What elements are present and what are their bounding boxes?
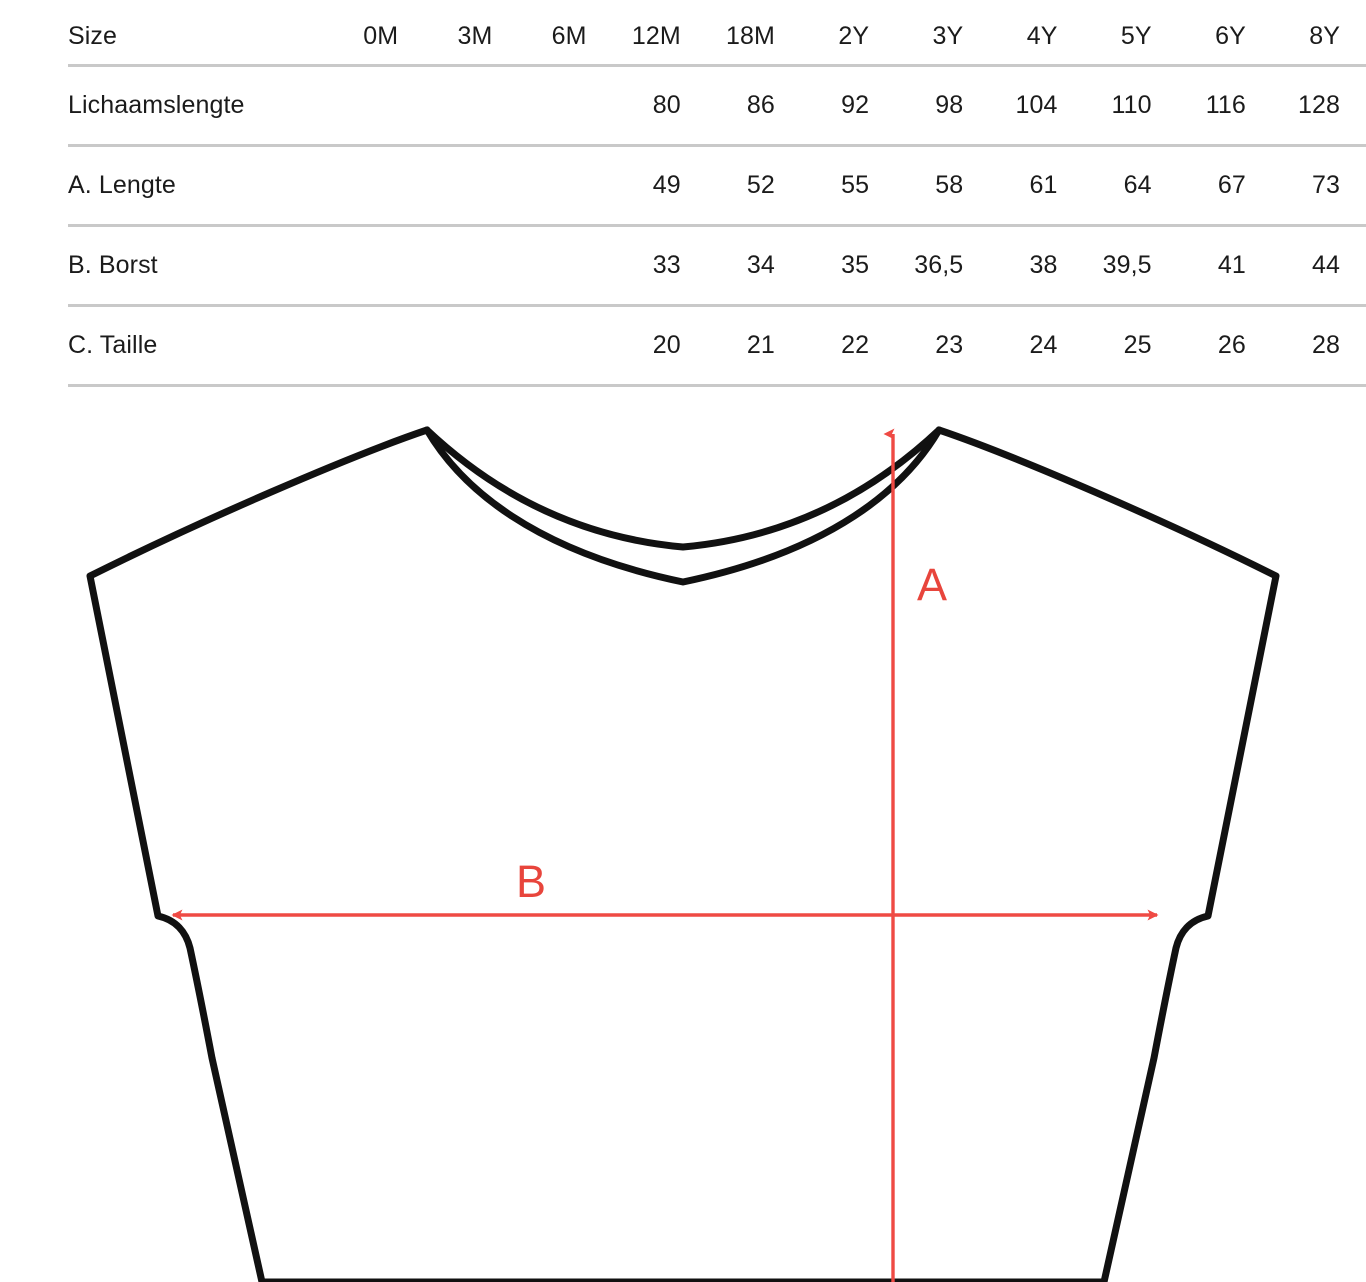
cell-b-borst-6y: 41 (1217, 251, 1246, 279)
cell-a-lengte-6y: 67 (1217, 171, 1246, 199)
cell-b-borst-3m (398, 226, 492, 306)
column-header-12m: 12M (631, 21, 681, 50)
cell-b-borst-3y: 36,5 (914, 251, 964, 279)
dimension-label-a: A (917, 559, 947, 610)
cell-lichaamslengte-2y: 92 (841, 91, 870, 119)
cell-a-lengte-6m (492, 146, 586, 226)
cell-b-borst-5y: 39,5 (1102, 251, 1152, 279)
size-table: Size 0M 3M 6M 12M 18M 2Y 3Y 4Y 5Y 6Y 8Y … (68, 8, 1366, 387)
column-header-4y: 4Y (1026, 21, 1058, 50)
cell-c-taille-6m (492, 306, 586, 386)
cell-c-taille-10y: 30 (1340, 306, 1366, 386)
cell-c-taille-0m (304, 306, 398, 386)
cell-c-taille-4y: 24 (1029, 331, 1058, 359)
row-label-a-lengte: A. Lengte (68, 171, 176, 199)
column-header-3m: 3M (457, 21, 493, 50)
cell-lichaamslengte-8y: 128 (1298, 91, 1341, 119)
collar-line-path (423, 426, 943, 551)
cell-c-taille-5y: 25 (1123, 331, 1152, 359)
cell-lichaamslengte-3m (398, 66, 492, 146)
cell-b-borst-10y: 47 (1340, 226, 1366, 306)
column-header-6y: 6Y (1215, 21, 1246, 50)
column-header-6m: 6M (551, 21, 587, 50)
cell-b-borst-2y: 35 (841, 251, 870, 279)
cell-c-taille-18m: 21 (746, 331, 775, 359)
size-table-body: Lichaamslengte 80 86 92 98 104 110 116 1… (68, 66, 1366, 386)
cell-b-borst-0m (304, 226, 398, 306)
cell-a-lengte-4y: 61 (1029, 171, 1058, 199)
size-table-container: Size 0M 3M 6M 12M 18M 2Y 3Y 4Y 5Y 6Y 8Y … (68, 8, 1366, 387)
cell-a-lengte-3y: 58 (935, 171, 964, 199)
cell-lichaamslengte-6y: 116 (1205, 91, 1246, 119)
cell-b-borst-12m: 33 (652, 251, 681, 279)
cell-lichaamslengte-18m: 86 (746, 91, 775, 119)
header-row: Size 0M 3M 6M 12M 18M 2Y 3Y 4Y 5Y 6Y 8Y … (68, 8, 1366, 66)
cell-a-lengte-8y: 73 (1312, 171, 1341, 199)
cell-a-lengte-3m (398, 146, 492, 226)
column-header-8y: 8Y (1309, 21, 1341, 50)
row-label-b-borst: B. Borst (68, 251, 158, 279)
cell-lichaamslengte-0m (304, 66, 398, 146)
cell-c-taille-6y: 26 (1217, 331, 1246, 359)
header-size-label: Size (68, 21, 118, 50)
cell-b-borst-6m (492, 226, 586, 306)
table-row: A. Lengte 49 52 55 58 61 64 67 73 79 85 (68, 146, 1366, 226)
cell-a-lengte-0m (304, 146, 398, 226)
cell-lichaamslengte-3y: 98 (935, 91, 964, 119)
cell-a-lengte-18m: 52 (746, 171, 775, 199)
cell-a-lengte-2y: 55 (841, 171, 870, 199)
cell-c-taille-8y: 28 (1312, 331, 1341, 359)
row-label-lichaamslengte: Lichaamslengte (68, 91, 245, 119)
column-header-18m: 18M (726, 21, 775, 50)
cell-a-lengte-5y: 64 (1123, 171, 1152, 199)
cell-a-lengte-10y: 79 (1340, 146, 1366, 226)
table-row: Lichaamslengte 80 86 92 98 104 110 116 1… (68, 66, 1366, 146)
column-header-2y: 2Y (838, 21, 870, 50)
cell-lichaamslengte-12m: 80 (652, 91, 681, 119)
column-header-3y: 3Y (932, 21, 964, 50)
cell-b-borst-18m: 34 (746, 251, 775, 279)
cell-c-taille-3y: 23 (935, 331, 964, 359)
size-table-head: Size 0M 3M 6M 12M 18M 2Y 3Y 4Y 5Y 6Y 8Y … (68, 8, 1366, 66)
cell-c-taille-2y: 22 (841, 331, 870, 359)
cell-lichaamslengte-5y: 110 (1111, 91, 1152, 119)
garment-outline-path (86, 426, 1280, 1282)
table-row: C. Taille 20 21 22 23 24 25 26 28 30 32 (68, 306, 1366, 386)
column-header-5y: 5Y (1120, 21, 1152, 50)
cell-lichaamslengte-6m (492, 66, 586, 146)
cell-lichaamslengte-4y: 104 (1015, 91, 1058, 119)
cell-b-borst-8y: 44 (1312, 251, 1341, 279)
column-header-0m: 0M (363, 21, 399, 50)
garment-diagram: A B (0, 396, 1366, 1282)
cell-lichaamslengte-10y: 140 (1340, 66, 1366, 146)
cell-c-taille-3m (398, 306, 492, 386)
row-label-c-taille: C. Taille (68, 331, 158, 359)
column-header-10y: 10Y (1340, 8, 1366, 66)
cell-a-lengte-12m: 49 (652, 171, 681, 199)
cell-b-borst-4y: 38 (1029, 251, 1058, 279)
dimension-label-b: B (516, 856, 546, 907)
cell-c-taille-12m: 20 (652, 331, 681, 359)
table-row: B. Borst 33 34 35 36,5 38 39,5 41 44 47 … (68, 226, 1366, 306)
